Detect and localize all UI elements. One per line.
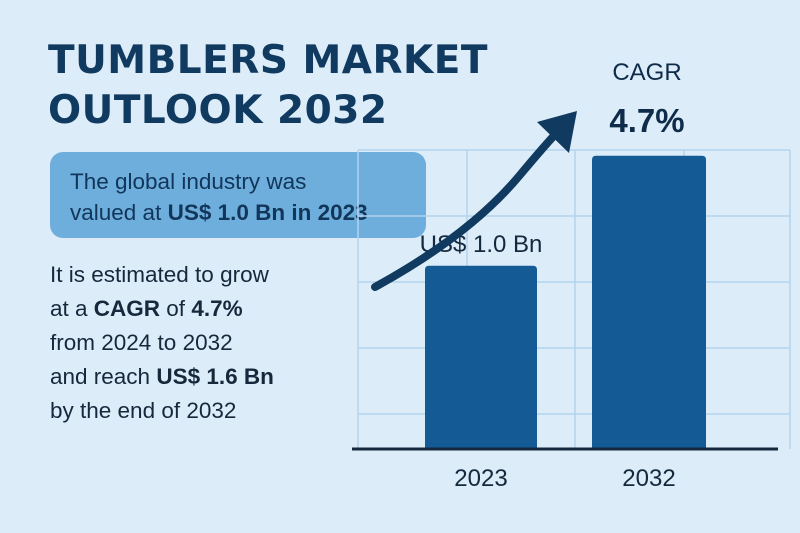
x-tick-label-2032: 2032 — [622, 465, 675, 492]
page-title: TUMBLERS MARKET OUTLOOK 2032 — [48, 36, 488, 136]
cagr-value: 4.7% — [191, 296, 243, 321]
cagr-annotation-value: 4.7% — [609, 102, 684, 139]
forecast-value: US$ 1.6 Bn — [156, 364, 274, 389]
title-line-1: TUMBLERS MARKET — [48, 38, 488, 83]
title-line-2: OUTLOOK 2032 — [48, 88, 388, 133]
trend-arrow-shaft — [371, 123, 566, 291]
description-line-3: from 2024 to 2032 — [50, 330, 233, 355]
growth-description: It is estimated to grow at a CAGR of 4.7… — [50, 258, 390, 428]
description-line-4-pre: and reach — [50, 364, 157, 389]
upward-trend-arrow-icon — [537, 111, 577, 153]
callout-line-2-text: valued at — [70, 200, 168, 225]
bar-2032 — [592, 155, 706, 450]
cagr-annotation-label: CAGR — [612, 59, 681, 86]
cagr-label: CAGR — [93, 296, 161, 321]
chart-bars — [425, 155, 706, 450]
x-tick-label-2023: 2023 — [454, 465, 507, 492]
description-line-2-mid: of — [160, 296, 192, 321]
callout-value: US$ 1.0 Bn in 2023 — [167, 200, 368, 225]
description-line-5: by the end of 2032 — [50, 398, 237, 423]
chart-grid — [357, 149, 791, 449]
description-line-2-pre: at a — [50, 296, 94, 321]
valuation-callout: The global industry was valued at US$ 1.… — [50, 152, 426, 238]
description-line-2: at a CAGR of 4.7% — [50, 292, 390, 326]
description-line-4: and reach US$ 1.6 Bn — [50, 360, 390, 394]
callout-line-2: valued at US$ 1.0 Bn in 2023 — [70, 197, 406, 228]
callout-line-1: The global industry was — [70, 169, 307, 194]
description-line-1: It is estimated to grow — [50, 262, 269, 287]
bar-2023 — [425, 265, 537, 449]
